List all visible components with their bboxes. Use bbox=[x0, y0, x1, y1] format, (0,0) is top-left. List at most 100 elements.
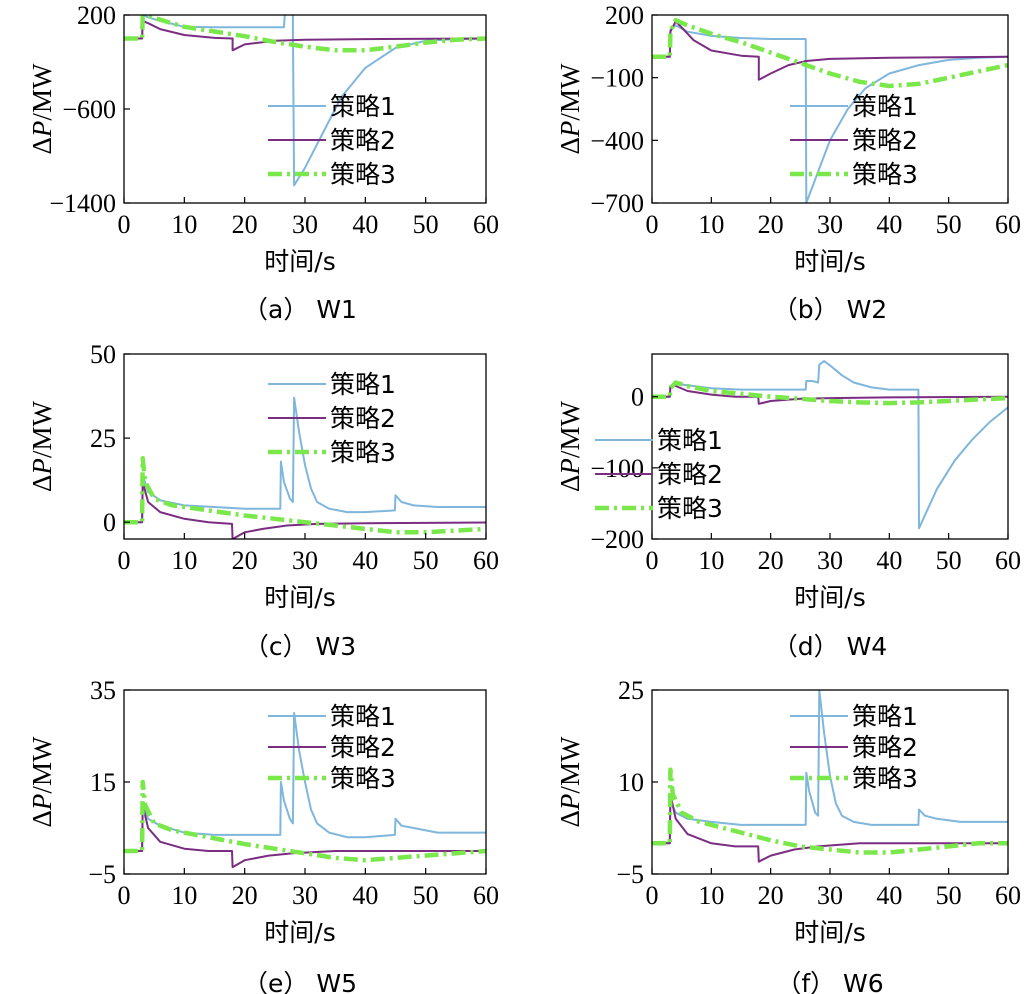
panel-e-caption: （e） W5 bbox=[243, 969, 357, 994]
panel-d-xtick-label: 40 bbox=[876, 546, 902, 575]
panel-c-series bbox=[124, 396, 486, 539]
panel-f-ytick-label: 10 bbox=[618, 768, 644, 797]
panel-a-xtick-label: 60 bbox=[473, 210, 499, 239]
panel-a-xtick-label: 10 bbox=[171, 210, 197, 239]
panel-a-xlabel: 时间/s bbox=[264, 247, 335, 276]
panel-f-series-1-line bbox=[652, 690, 1008, 845]
panel-b-xtick-label: 20 bbox=[758, 210, 784, 239]
panel-e-ytick-label: 15 bbox=[90, 768, 116, 797]
panel-e-xlabel: 时间/s bbox=[264, 918, 335, 947]
legend-label-3: 策略3 bbox=[657, 494, 723, 523]
panel-f-xtick-label: 20 bbox=[758, 881, 784, 910]
panel-b-legend: 策略1 策略2 策略3 bbox=[790, 92, 918, 189]
panel-c-ytick-label: 50 bbox=[90, 340, 116, 369]
panel-d-xtick-label: 0 bbox=[646, 546, 659, 575]
panel-b-ytick-label: −100 bbox=[590, 64, 644, 93]
panel-f-xtick-label: 40 bbox=[876, 881, 902, 910]
panel-d-xtick-label: 10 bbox=[698, 546, 724, 575]
panel-f-xtick-label: 60 bbox=[995, 881, 1021, 910]
legend-label-3: 策略3 bbox=[852, 764, 918, 793]
legend-label-2: 策略2 bbox=[657, 460, 723, 489]
panel-f-ytick-label: 25 bbox=[618, 676, 644, 705]
panel-a-legend: 策略1 策略2 策略3 bbox=[268, 92, 396, 189]
panel-a-ytick-label: −1400 bbox=[49, 189, 116, 218]
panel-c-xtick-label: 30 bbox=[292, 546, 318, 575]
panel-a-xtick-label: 20 bbox=[232, 210, 258, 239]
panel-d: 0 10 20 30 40 50 60 0 −100 −200 时间/s ΔP/MW 策略1 策略2 策略3… bbox=[555, 353, 1021, 661]
panel-e-series bbox=[124, 712, 486, 869]
panel-a-xtick-label: 40 bbox=[352, 210, 378, 239]
panel-b-xtick-label: 40 bbox=[876, 210, 902, 239]
panel-a-ytick-label: 200 bbox=[77, 1, 116, 30]
panel-d-ylabel: ΔP/MW bbox=[555, 401, 585, 492]
panel-e-xtick-label: 50 bbox=[413, 881, 439, 910]
panel-f-xlabel: 时间/s bbox=[794, 918, 865, 947]
panel-a-ytick-label: −600 bbox=[62, 95, 116, 124]
legend-label-2: 策略2 bbox=[852, 126, 918, 155]
panel-c-xtick-label: 60 bbox=[473, 546, 499, 575]
panel-f-series bbox=[652, 690, 1008, 863]
panel-e-ytick-label: 35 bbox=[90, 676, 116, 705]
panel-a-series bbox=[124, 15, 486, 187]
panel-d-legend: 策略1 策略2 策略3 bbox=[595, 426, 723, 523]
panel-d-series-1-line bbox=[652, 360, 1008, 530]
panel-e-ytick-label: −5 bbox=[88, 860, 116, 889]
panel-d-xlabel: 时间/s bbox=[794, 583, 865, 612]
panel-a-ylabel: ΔP/MW bbox=[27, 63, 57, 154]
panel-f-xtick-label: 10 bbox=[698, 881, 724, 910]
panel-b-ytick-label: 200 bbox=[605, 1, 644, 30]
panel-a: 0 10 20 30 40 50 60 200 −600 −1400 时间/s ΔP/MW 策略1 策略2… bbox=[27, 1, 499, 324]
panel-b-series bbox=[652, 17, 1008, 203]
panel-c-xtick-label: 10 bbox=[171, 546, 197, 575]
panel-b-xtick-label: 0 bbox=[646, 210, 659, 239]
panel-d-series bbox=[652, 360, 1008, 530]
panel-f-xtick-label: 0 bbox=[646, 881, 659, 910]
panel-e-xtick-label: 40 bbox=[352, 881, 378, 910]
panel-d-ytick-label: −100 bbox=[590, 454, 644, 483]
panel-c-xtick-label: 50 bbox=[413, 546, 439, 575]
panel-c-series-3-line bbox=[124, 456, 486, 535]
legend-label-1: 策略1 bbox=[852, 92, 918, 121]
panel-f-ytick-label: −5 bbox=[616, 860, 644, 889]
panel-e-xtick-label: 30 bbox=[292, 881, 318, 910]
legend-label-3: 策略3 bbox=[330, 764, 396, 793]
panel-a-caption: （a） W1 bbox=[243, 295, 357, 324]
panel-e-xtick-label: 10 bbox=[171, 881, 197, 910]
panel-b-xtick-label: 50 bbox=[936, 210, 962, 239]
legend-label-1: 策略1 bbox=[657, 426, 723, 455]
panel-b-xtick-label: 60 bbox=[995, 210, 1021, 239]
panel-e-xtick-label: 0 bbox=[118, 881, 131, 910]
panel-c-xtick-label: 40 bbox=[352, 546, 378, 575]
legend-label-2: 策略2 bbox=[330, 733, 396, 762]
panel-c-series-1-line bbox=[124, 396, 486, 524]
panel-a-xtick-label: 0 bbox=[118, 210, 131, 239]
legend-label-2: 策略2 bbox=[852, 733, 918, 762]
panel-b-series-1-line bbox=[652, 24, 1008, 203]
legend-label-1: 策略1 bbox=[852, 702, 918, 731]
panel-c-caption: （c） W3 bbox=[244, 632, 356, 661]
panel-b-ytick-label: −700 bbox=[590, 189, 644, 218]
panel-d-xtick-label: 60 bbox=[995, 546, 1021, 575]
panel-d-caption: （d） W4 bbox=[773, 632, 887, 661]
panel-d-xtick-label: 30 bbox=[817, 546, 843, 575]
panel-c-frame bbox=[123, 353, 487, 540]
panel-f-series-3-line bbox=[652, 767, 1008, 855]
panel-b-xtick-label: 10 bbox=[698, 210, 724, 239]
panel-e-xtick-label: 60 bbox=[473, 881, 499, 910]
panel-e-series-2-line bbox=[124, 804, 486, 869]
panel-b-xtick-label: 30 bbox=[817, 210, 843, 239]
panel-e-xtick-label: 20 bbox=[232, 881, 258, 910]
panel-c-xtick-label: 20 bbox=[232, 546, 258, 575]
panel-e-series-3-line bbox=[124, 779, 486, 863]
panel-f-ylabel: ΔP/MW bbox=[555, 736, 585, 827]
panel-d-ytick-label: 0 bbox=[631, 383, 644, 412]
panel-b-caption: （b） W2 bbox=[773, 295, 887, 324]
panel-c-series-2-line bbox=[124, 480, 486, 539]
panel-c-ytick-label: 0 bbox=[103, 508, 116, 537]
legend-label-1: 策略1 bbox=[330, 92, 396, 121]
panel-d-ytick-label: −200 bbox=[590, 525, 644, 554]
